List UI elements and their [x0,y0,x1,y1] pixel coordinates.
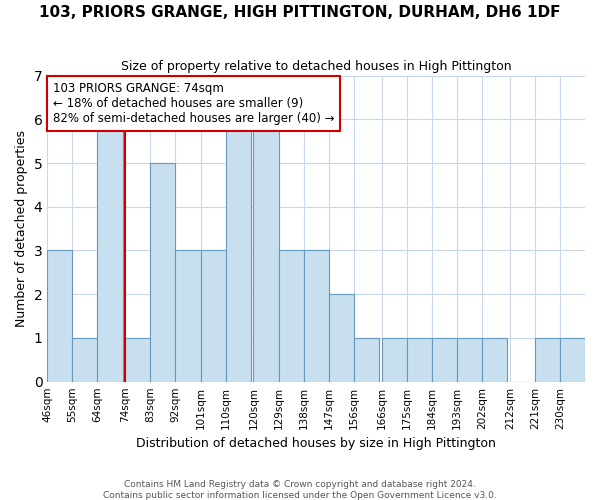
Bar [151,163,175,382]
X-axis label: Distribution of detached houses by size in High Pittington: Distribution of detached houses by size … [136,437,496,450]
Bar [253,120,278,382]
Bar [226,120,251,382]
Bar [200,250,226,382]
Bar [73,338,97,382]
Bar [382,338,407,382]
Text: 103, PRIORS GRANGE, HIGH PITTINGTON, DURHAM, DH6 1DF: 103, PRIORS GRANGE, HIGH PITTINGTON, DUR… [39,5,561,20]
Bar [47,250,73,382]
Bar [457,338,482,382]
Bar [432,338,457,382]
Bar [354,338,379,382]
Text: 103 PRIORS GRANGE: 74sqm
← 18% of detached houses are smaller (9)
82% of semi-de: 103 PRIORS GRANGE: 74sqm ← 18% of detach… [53,82,334,124]
Bar [97,120,122,382]
Bar [175,250,200,382]
Bar [535,338,560,382]
Text: Contains HM Land Registry data © Crown copyright and database right 2024.
Contai: Contains HM Land Registry data © Crown c… [103,480,497,500]
Bar [125,338,151,382]
Bar [482,338,507,382]
Bar [407,338,432,382]
Bar [329,294,354,382]
Bar [304,250,329,382]
Bar [278,250,304,382]
Bar [560,338,585,382]
Title: Size of property relative to detached houses in High Pittington: Size of property relative to detached ho… [121,60,511,73]
Y-axis label: Number of detached properties: Number of detached properties [15,130,28,327]
